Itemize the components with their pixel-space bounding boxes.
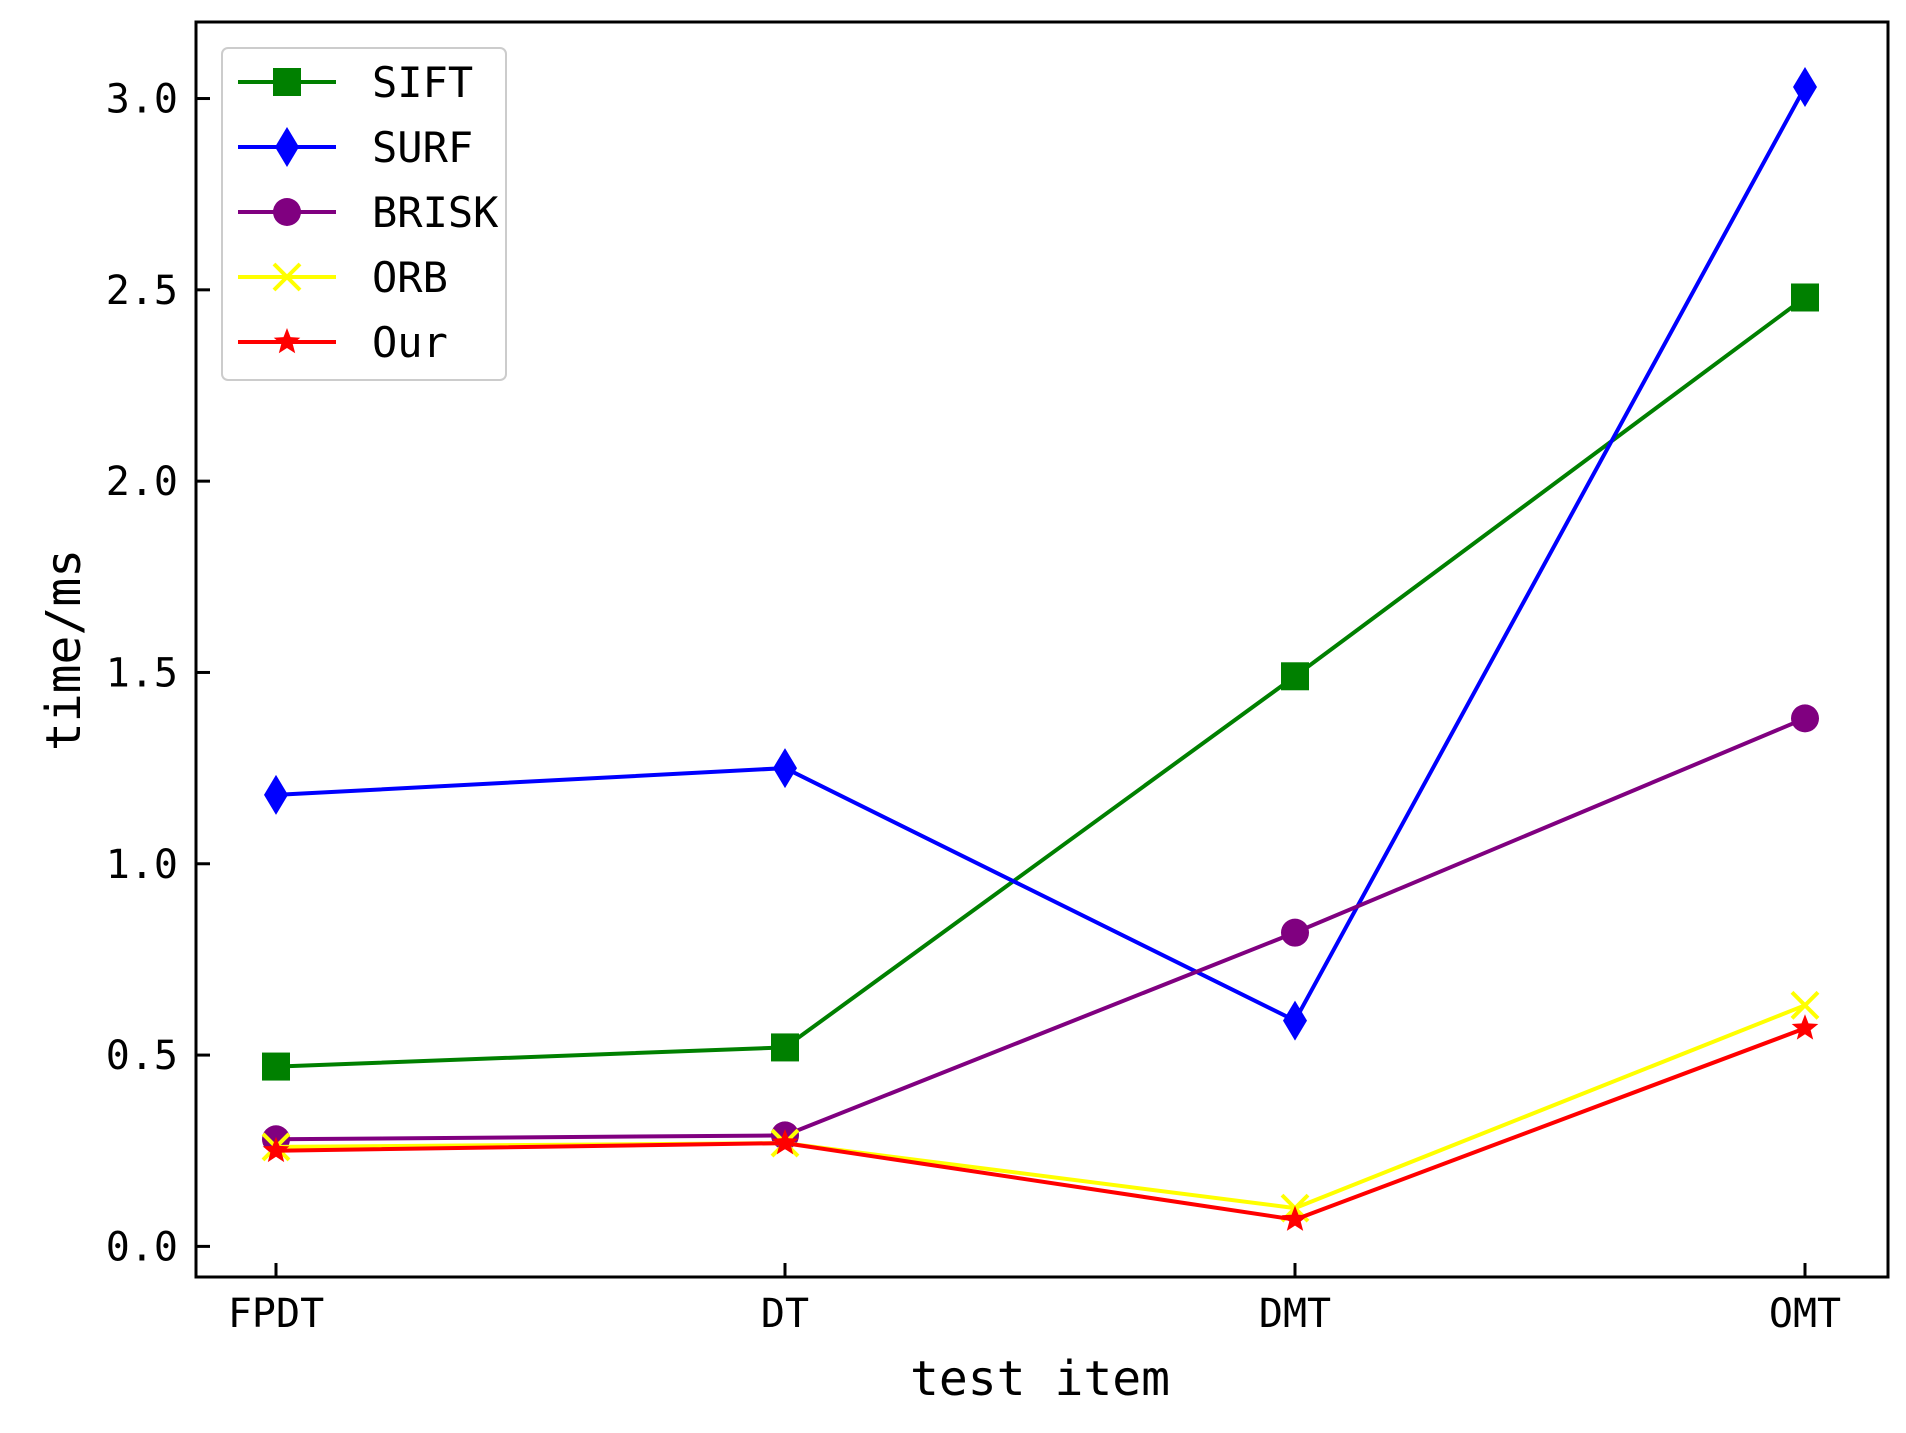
data-point-sift xyxy=(262,1052,290,1081)
series-sift xyxy=(262,283,1819,1081)
series-line-surf xyxy=(275,86,1807,1023)
y-tick-label: 2.5 xyxy=(106,268,178,314)
legend-marker-surf xyxy=(275,127,299,167)
data-point-surf xyxy=(1793,67,1817,108)
legend-marker-our xyxy=(273,328,301,354)
y-axis-label: time/ms xyxy=(36,549,92,751)
x-axis: FPDT DT DMT OMT xyxy=(228,1263,1841,1337)
legend-marker-sift xyxy=(273,68,301,96)
legend-item-sift: SIFT xyxy=(238,58,473,107)
series-line-our xyxy=(275,1026,1806,1222)
y-tick-label: 1.0 xyxy=(106,842,178,888)
y-tick-label: 2.0 xyxy=(106,459,178,505)
plot-frame xyxy=(194,20,1890,1279)
y-tick-label: 3.0 xyxy=(106,77,178,123)
series-line-brisk xyxy=(275,716,1806,1142)
data-point-our xyxy=(262,1136,290,1163)
y-tick-label: 0.5 xyxy=(106,1033,178,1079)
series-line-sift xyxy=(275,295,1807,1069)
data-point-surf xyxy=(1283,1000,1307,1041)
data-point-sift xyxy=(1791,283,1819,312)
legend-marker-brisk xyxy=(273,198,301,226)
legend-box xyxy=(221,47,507,381)
data-point-orb xyxy=(1790,990,1820,1020)
legend-item-surf: SURF xyxy=(238,123,473,172)
series-our xyxy=(262,1014,1819,1231)
y-tick-label: 0.0 xyxy=(106,1224,178,1270)
legend-label-brisk: BRISK xyxy=(372,188,499,237)
series-surf xyxy=(264,67,1817,1041)
x-tick-label: DMT xyxy=(1259,1291,1331,1337)
data-point-sift xyxy=(771,1033,799,1062)
legend-label-orb: ORB xyxy=(372,253,448,302)
legend: SIFT SURF BRISK ORB Our xyxy=(221,47,507,381)
x-tick-label: DT xyxy=(761,1291,809,1337)
y-axis: 0.0 0.5 1.0 1.5 2.0 2.5 3.0 xyxy=(106,77,210,1270)
legend-item-orb: ORB xyxy=(238,253,448,302)
legend-label-our: Our xyxy=(372,318,448,367)
data-point-surf xyxy=(773,748,797,789)
series-brisk xyxy=(262,704,1819,1154)
legend-label-surf: SURF xyxy=(372,123,473,172)
data-point-surf xyxy=(264,774,288,815)
legend-marker-orb xyxy=(272,262,302,292)
data-point-brisk xyxy=(1281,918,1309,947)
x-tick-label: OMT xyxy=(1769,1291,1841,1337)
data-point-our xyxy=(1791,1014,1819,1040)
data-point-our xyxy=(1281,1205,1309,1231)
data-point-brisk xyxy=(1791,704,1819,733)
series-layer xyxy=(261,67,1820,1231)
legend-item-brisk: BRISK xyxy=(238,188,499,237)
data-point-our xyxy=(771,1129,799,1155)
legend-item-our: Our xyxy=(238,318,448,367)
x-tick-label: FPDT xyxy=(228,1291,324,1337)
y-tick-label: 1.5 xyxy=(106,650,178,696)
data-point-sift xyxy=(1281,662,1309,691)
series-orb xyxy=(261,990,1820,1223)
x-axis-label: test item xyxy=(910,1351,1170,1407)
legend-label-sift: SIFT xyxy=(372,58,473,107)
